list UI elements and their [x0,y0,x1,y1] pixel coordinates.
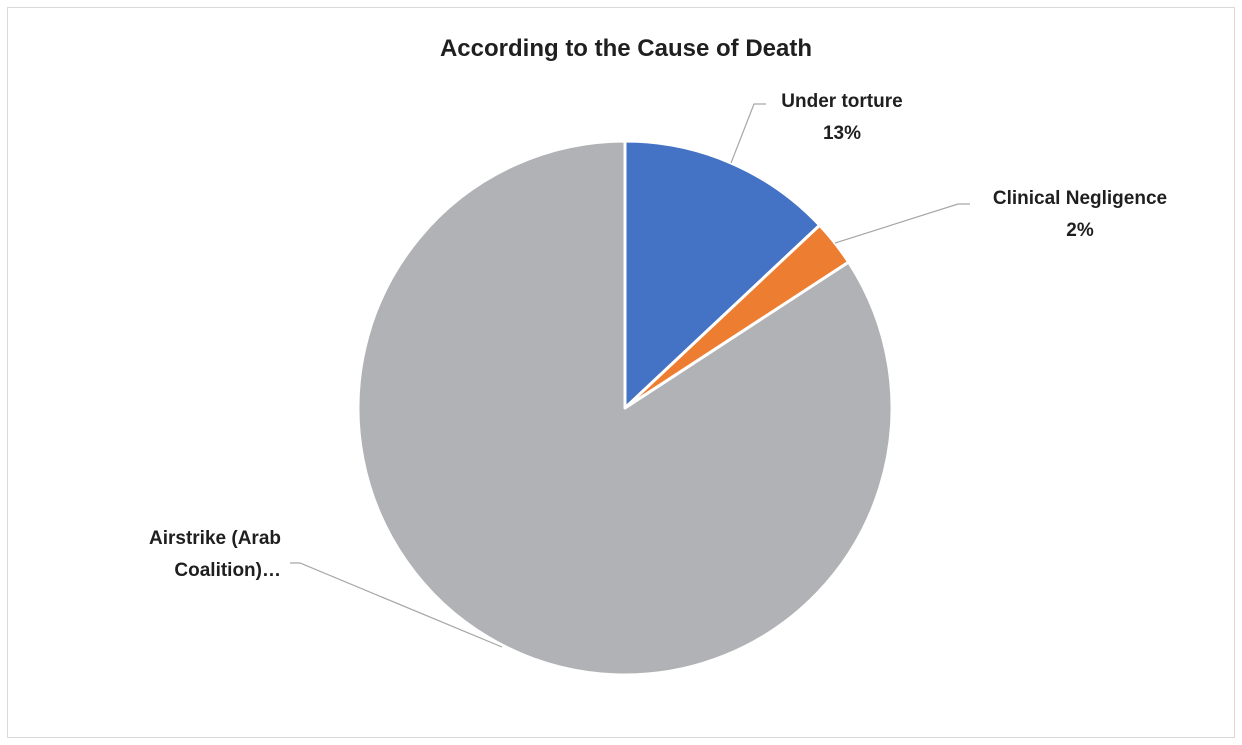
slice-label-under-torture-value: 13% [823,123,861,144]
slice-label-clinical-negligence: Clinical Negligence 2% [993,188,1167,241]
leader-line-clinical-negligence [834,203,970,244]
pie-slice-airstrike-arab-coalition [356,139,894,677]
slice-label-under-torture: Under torture 13% [781,91,902,144]
chart-title: According to the Cause of Death [440,35,812,62]
slice-label-airstrike-line1: Airstrike (Arab [149,528,281,549]
leader-line-airstrike [290,562,503,648]
slice-label-under-torture-name: Under torture [781,91,902,112]
slice-label-clinical-negligence-name: Clinical Negligence [993,188,1167,209]
leader-line-under-torture [730,103,766,164]
pie-slices [356,139,894,677]
slice-label-airstrike: Airstrike (Arab Coalition)… [149,528,281,581]
slice-label-airstrike-line2: Coalition)… [174,560,281,581]
leader-lines [290,103,970,648]
pie-slice-under-torture [623,139,822,410]
slice-label-clinical-negligence-value: 2% [1066,220,1094,241]
